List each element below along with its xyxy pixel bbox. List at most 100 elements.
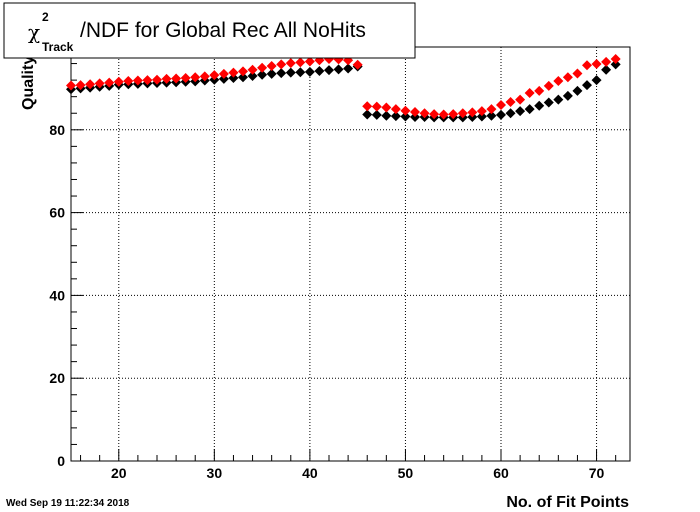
data-point [371, 109, 382, 120]
data-point [218, 68, 229, 79]
data-point [400, 105, 411, 116]
data-point [152, 74, 162, 85]
title-superscript: 2 [42, 10, 49, 24]
x-tick-label: 60 [493, 465, 509, 481]
plot-frame [70, 46, 631, 462]
timestamp: Wed Sep 19 11:22:34 2018 [6, 498, 130, 509]
data-point [591, 75, 602, 86]
data-point [123, 75, 134, 86]
x-tick-label: 50 [398, 465, 414, 481]
data-point [610, 54, 621, 65]
data-point [85, 79, 96, 90]
data-point [381, 102, 392, 113]
data-point [247, 70, 258, 81]
title-box [3, 2, 416, 59]
data-point [553, 94, 564, 105]
data-point [543, 80, 554, 91]
data-point [476, 106, 487, 117]
data-point [534, 85, 545, 96]
title-chi-symbol: χ [28, 20, 40, 44]
data-point [524, 104, 535, 115]
data-point [75, 80, 86, 91]
data-point [467, 107, 478, 118]
data-point [247, 64, 258, 75]
data-point [476, 111, 487, 122]
data-point [362, 101, 373, 112]
data-point [390, 111, 401, 122]
data-point [390, 104, 401, 115]
grid [71, 46, 630, 462]
data-point [562, 90, 573, 101]
data-point [142, 75, 153, 86]
x-tick-label: 30 [207, 465, 223, 481]
data-point [257, 69, 268, 80]
data-point [419, 108, 430, 119]
y-tick-label: 80 [49, 122, 65, 138]
x-tick-label: 40 [302, 465, 318, 481]
data-point [266, 61, 277, 72]
chart-title: χ 2 Track /NDF for Global Rec All NoHits [3, 2, 416, 59]
data-point [601, 64, 612, 75]
data-point [591, 58, 602, 69]
title-text: /NDF for Global Rec All NoHits [80, 19, 366, 42]
data-point [276, 68, 287, 79]
data-point [304, 66, 315, 77]
data-point [553, 75, 564, 86]
data-point [429, 109, 440, 120]
data-point [505, 108, 516, 119]
data-point [534, 100, 545, 111]
y-tick-label: 0 [57, 453, 65, 469]
data-point [515, 106, 526, 117]
x-axis-title: No. of Fit Points [506, 494, 629, 511]
data-point [132, 75, 143, 86]
data-point [371, 101, 382, 112]
data-point [410, 106, 420, 117]
data-point [486, 110, 497, 121]
data-point [448, 109, 459, 120]
y-tick-label: 20 [49, 370, 65, 386]
data-point [285, 58, 296, 69]
data-point [610, 59, 621, 70]
data-point [285, 67, 296, 78]
title-subscript: Track [42, 40, 74, 54]
data-point [113, 76, 124, 87]
data-point [515, 94, 526, 105]
data-point [228, 73, 239, 84]
data-point [180, 73, 191, 84]
data-point [104, 77, 115, 88]
data-point [438, 109, 449, 120]
data-point [562, 72, 573, 83]
data-point [161, 73, 172, 84]
data-point [295, 57, 306, 68]
data-point [496, 99, 506, 110]
x-tick-label: 70 [589, 465, 605, 481]
data-point [381, 110, 392, 121]
data-point [543, 97, 554, 108]
data-point [505, 97, 516, 108]
data-point [199, 71, 210, 82]
data-point [582, 80, 592, 91]
data-point [314, 66, 325, 77]
data-point [238, 66, 248, 77]
data-point [524, 87, 535, 98]
data-point [496, 109, 506, 120]
data-point [486, 104, 497, 115]
data-point [304, 56, 315, 67]
data-point [266, 68, 277, 79]
data-point [572, 85, 583, 96]
data-series [66, 54, 621, 123]
data-point [362, 109, 373, 120]
tick-labels: 203040506070020406080100 [42, 39, 605, 481]
data-point [295, 67, 306, 78]
data-point [171, 73, 182, 84]
data-point [66, 80, 76, 91]
data-point [238, 72, 248, 83]
y-axis-title: Quality [20, 56, 37, 110]
data-point [572, 68, 583, 79]
data-point [343, 63, 354, 74]
data-point [276, 59, 287, 70]
data-point [400, 111, 411, 122]
x-tick-label: 20 [111, 465, 127, 481]
data-point [94, 78, 105, 89]
